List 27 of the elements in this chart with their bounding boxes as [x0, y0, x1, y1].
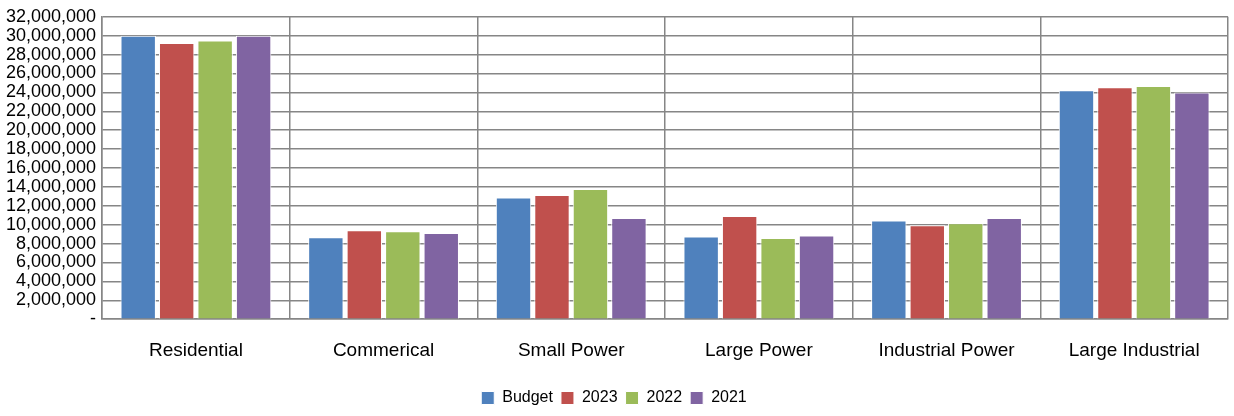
x-tick-label: Small Power [517, 338, 626, 360]
y-tick-label: - [90, 308, 97, 329]
y-tick-label: 22,000,000 [5, 100, 97, 121]
legend-label: 2021 [711, 388, 747, 406]
legend-label: 2023 [581, 388, 618, 406]
x-tick-label: Large Industrial [1068, 338, 1200, 360]
y-tick-label: 26,000,000 [5, 62, 97, 83]
x-tick-label: Industrial Power [878, 338, 1016, 360]
y-tick-label: 12,000,000 [5, 194, 97, 215]
y-tick-label: 8,000,000 [16, 232, 97, 253]
y-tick-label: 28,000,000 [5, 43, 97, 64]
x-tick-label: Commerical [332, 338, 435, 360]
x-tick-label: Large Power [705, 338, 814, 360]
legend-label: Budget [502, 388, 554, 406]
y-tick-label: 4,000,000 [16, 270, 97, 291]
y-tick-label: 6,000,000 [16, 251, 97, 272]
legend-label: 2022 [646, 388, 683, 406]
y-tick-label: 24,000,000 [5, 81, 97, 102]
y-tick-label: 16,000,000 [5, 156, 97, 177]
x-tick-label: Residential [148, 338, 243, 360]
y-tick-label: 2,000,000 [16, 289, 97, 310]
y-tick-label: 14,000,000 [5, 175, 97, 196]
y-tick-label: 10,000,000 [5, 213, 97, 234]
y-tick-label: 30,000,000 [5, 24, 97, 45]
y-tick-label: 32,000,000 [5, 5, 97, 26]
y-tick-label: 20,000,000 [5, 119, 97, 140]
y-tick-label: 18,000,000 [5, 138, 97, 159]
